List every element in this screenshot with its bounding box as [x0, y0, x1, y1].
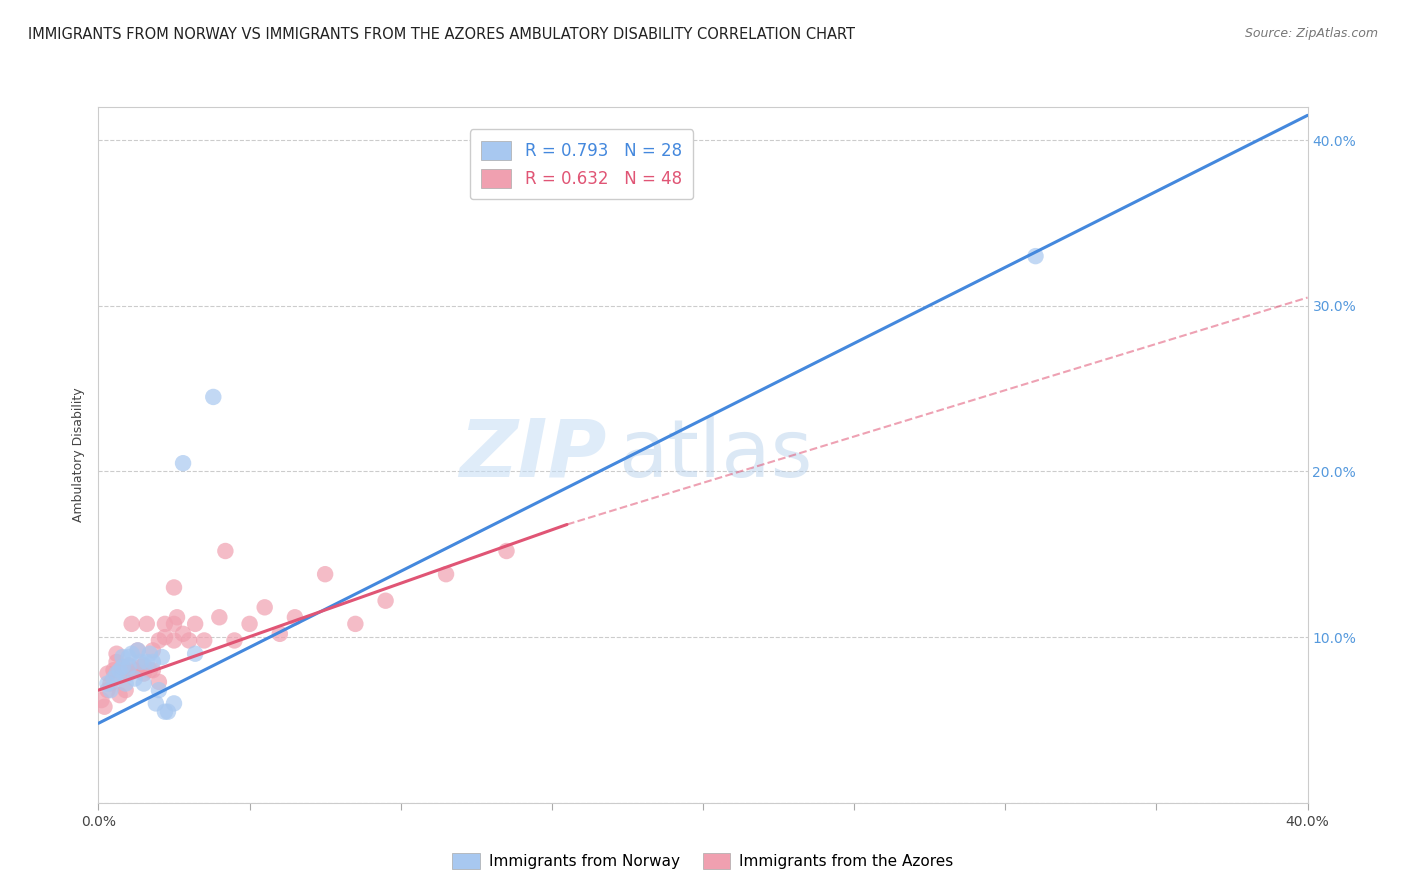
Point	[100, 676, 122, 690]
Point	[374, 593, 396, 607]
Point	[214, 544, 236, 558]
Point	[111, 666, 134, 681]
Point	[284, 610, 307, 624]
Point	[142, 655, 165, 669]
Point	[202, 390, 225, 404]
Point	[105, 647, 128, 661]
Legend: R = 0.793   N = 28, R = 0.632   N = 48: R = 0.793 N = 28, R = 0.632 N = 48	[470, 129, 693, 200]
Point	[100, 683, 122, 698]
Point	[150, 650, 173, 665]
Legend: Immigrants from Norway, Immigrants from the Azores: Immigrants from Norway, Immigrants from …	[446, 847, 960, 875]
Point	[132, 658, 155, 673]
Point	[184, 616, 207, 631]
Point	[105, 666, 128, 681]
Point	[344, 616, 367, 631]
Point	[103, 663, 125, 677]
Point	[184, 647, 207, 661]
Point	[129, 660, 152, 674]
Point	[127, 643, 149, 657]
Point	[153, 616, 176, 631]
Point	[127, 643, 149, 657]
Point	[114, 676, 136, 690]
Point	[208, 610, 231, 624]
Point	[118, 660, 141, 674]
Point	[132, 666, 155, 681]
Point	[163, 616, 186, 631]
Point	[124, 663, 146, 677]
Point	[163, 581, 186, 595]
Point	[96, 676, 118, 690]
Point	[93, 699, 115, 714]
Point	[163, 697, 186, 711]
Point	[108, 663, 131, 677]
Text: ZIP: ZIP	[458, 416, 606, 494]
Point	[163, 633, 186, 648]
Point	[156, 705, 179, 719]
Point	[111, 660, 134, 674]
Point	[111, 650, 134, 665]
Point	[105, 655, 128, 669]
Point	[121, 647, 143, 661]
Point	[172, 627, 194, 641]
Point	[135, 655, 157, 669]
Text: atlas: atlas	[619, 416, 813, 494]
Point	[142, 643, 165, 657]
Point	[434, 567, 457, 582]
Point	[224, 633, 246, 648]
Point	[90, 693, 112, 707]
Point	[132, 676, 155, 690]
Point	[129, 655, 152, 669]
Text: IMMIGRANTS FROM NORWAY VS IMMIGRANTS FROM THE AZORES AMBULATORY DISABILITY CORRE: IMMIGRANTS FROM NORWAY VS IMMIGRANTS FRO…	[28, 27, 855, 42]
Point	[103, 672, 125, 686]
Point	[179, 633, 201, 648]
Point	[239, 616, 262, 631]
Point	[121, 616, 143, 631]
Point	[253, 600, 276, 615]
Point	[139, 647, 162, 661]
Point	[1024, 249, 1046, 263]
Point	[118, 666, 141, 681]
Point	[142, 663, 165, 677]
Point	[139, 663, 162, 677]
Point	[153, 705, 176, 719]
Point	[166, 610, 188, 624]
Point	[193, 633, 215, 648]
Point	[148, 674, 170, 689]
Point	[96, 666, 118, 681]
Y-axis label: Ambulatory Disability: Ambulatory Disability	[72, 388, 86, 522]
Point	[135, 616, 157, 631]
Text: Source: ZipAtlas.com: Source: ZipAtlas.com	[1244, 27, 1378, 40]
Point	[108, 688, 131, 702]
Point	[118, 650, 141, 665]
Point	[153, 630, 176, 644]
Point	[172, 456, 194, 470]
Point	[148, 633, 170, 648]
Point	[96, 683, 118, 698]
Point	[111, 660, 134, 674]
Point	[148, 683, 170, 698]
Point	[269, 627, 291, 641]
Point	[114, 683, 136, 698]
Point	[495, 544, 517, 558]
Point	[124, 672, 146, 686]
Point	[118, 658, 141, 673]
Point	[314, 567, 336, 582]
Point	[145, 697, 167, 711]
